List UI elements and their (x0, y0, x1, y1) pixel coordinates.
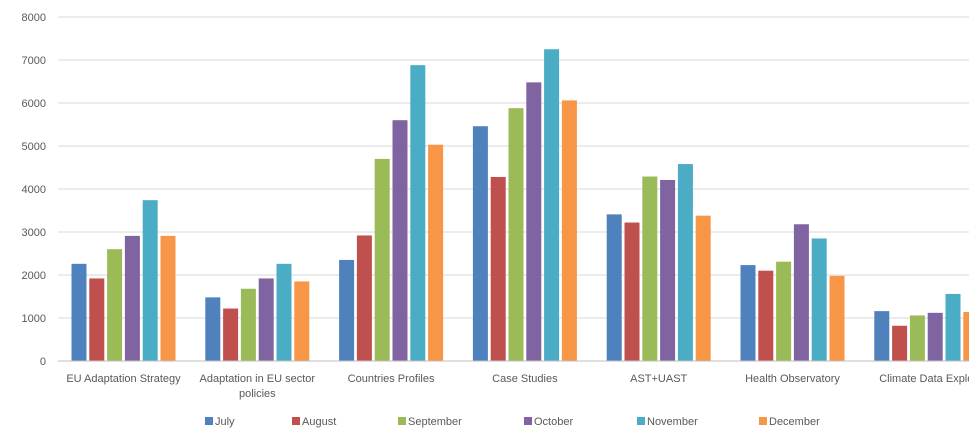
y-axis-tick-labels: 0 1000 2000 3000 4000 5000 6000 7000 8000 (22, 12, 46, 368)
bar-december-3 (562, 100, 577, 361)
legend-swatch-july (205, 417, 213, 425)
bars (72, 49, 969, 361)
bar-october-1 (259, 278, 274, 361)
bar-november-3 (544, 49, 559, 361)
bar-october-0 (125, 236, 140, 361)
x-category-label: policies (239, 388, 276, 400)
bar-august-5 (758, 271, 773, 361)
bar-august-3 (491, 177, 506, 361)
bar-july-2 (339, 260, 354, 361)
legend: July August September October November Decemb… (205, 416, 820, 428)
bar-august-1 (223, 309, 238, 361)
legend-label-december: December (769, 416, 820, 428)
bar-september-4 (642, 177, 657, 361)
bar-july-5 (741, 265, 756, 361)
bar-july-1 (205, 297, 220, 361)
y-tick-label: 8000 (22, 12, 46, 24)
bar-july-3 (473, 126, 488, 361)
x-category-label: Case Studies (492, 373, 558, 385)
y-tick-label: 6000 (22, 98, 46, 110)
bar-december-4 (696, 216, 711, 361)
bar-november-1 (277, 264, 292, 361)
bar-december-0 (161, 236, 176, 361)
legend-swatch-november (637, 417, 645, 425)
y-tick-label: 3000 (22, 227, 46, 239)
legend-swatch-october (524, 417, 532, 425)
legend-label-september: September (408, 416, 462, 428)
x-axis-category-labels: EU Adaptation Strategy Adaptation in EU s… (66, 373, 969, 400)
y-tick-label: 1000 (22, 313, 46, 325)
bar-november-2 (410, 65, 425, 361)
bar-november-6 (946, 294, 961, 361)
bar-september-2 (375, 159, 390, 361)
bar-november-0 (143, 200, 158, 361)
bar-september-6 (910, 315, 925, 361)
y-tick-label: 0 (40, 356, 46, 368)
x-category-label: Countries Profiles (348, 373, 435, 385)
legend-swatch-august (292, 417, 300, 425)
legend-swatch-december (759, 417, 767, 425)
bar-august-2 (357, 235, 372, 361)
legend-label-october: October (534, 416, 573, 428)
bar-october-2 (393, 120, 408, 361)
y-tick-label: 4000 (22, 184, 46, 196)
bar-august-6 (892, 326, 907, 361)
bar-december-6 (963, 312, 969, 361)
bar-october-3 (526, 82, 541, 361)
x-category-label: Adaptation in EU sector (200, 373, 316, 385)
bar-august-0 (89, 278, 104, 361)
legend-label-november: November (647, 416, 698, 428)
bar-december-5 (830, 276, 845, 361)
x-category-label: AST+UAST (630, 373, 687, 385)
legend-swatch-september (398, 417, 406, 425)
bar-august-4 (625, 223, 640, 361)
bar-july-4 (607, 214, 622, 361)
x-category-label: Climate Data Explo (879, 373, 969, 385)
bar-october-4 (660, 180, 675, 361)
bar-july-0 (72, 264, 87, 361)
bar-october-6 (928, 313, 943, 361)
bar-december-1 (294, 281, 309, 361)
y-tick-label: 5000 (22, 141, 46, 153)
bar-september-5 (776, 262, 791, 361)
legend-label-august: August (302, 416, 336, 428)
bar-september-1 (241, 289, 256, 361)
y-tick-label: 7000 (22, 55, 46, 67)
bar-november-4 (678, 164, 693, 361)
legend-label-july: July (215, 416, 235, 428)
bar-september-0 (107, 249, 122, 361)
bar-september-3 (509, 108, 524, 361)
x-category-label: EU Adaptation Strategy (66, 373, 181, 385)
bar-november-5 (812, 238, 827, 361)
bar-july-6 (874, 311, 889, 361)
bar-december-2 (428, 145, 443, 361)
x-category-label: Health Observatory (745, 373, 840, 385)
y-tick-label: 2000 (22, 270, 46, 282)
bar-october-5 (794, 224, 809, 361)
